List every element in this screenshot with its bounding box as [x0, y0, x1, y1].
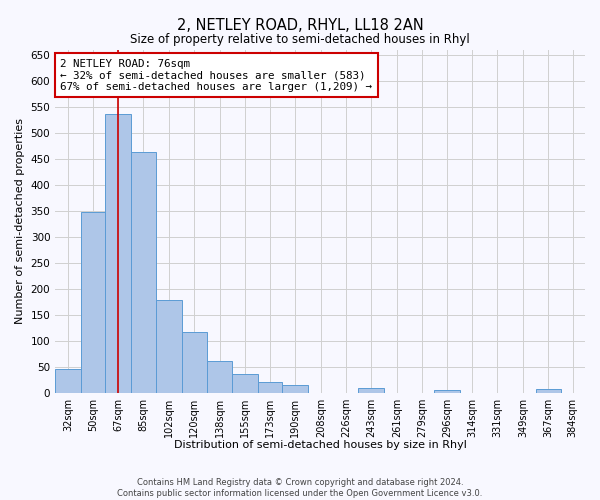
Bar — [55, 369, 81, 393]
Bar — [155, 300, 182, 393]
Bar — [106, 114, 131, 393]
Y-axis label: Number of semi-detached properties: Number of semi-detached properties — [15, 118, 25, 324]
Text: 2, NETLEY ROAD, RHYL, LL18 2AN: 2, NETLEY ROAD, RHYL, LL18 2AN — [176, 18, 424, 32]
Bar — [536, 389, 560, 393]
Text: Size of property relative to semi-detached houses in Rhyl: Size of property relative to semi-detach… — [130, 32, 470, 46]
X-axis label: Distribution of semi-detached houses by size in Rhyl: Distribution of semi-detached houses by … — [173, 440, 467, 450]
Text: Contains HM Land Registry data © Crown copyright and database right 2024.
Contai: Contains HM Land Registry data © Crown c… — [118, 478, 482, 498]
Bar — [81, 212, 106, 393]
Bar — [282, 385, 308, 393]
Bar — [182, 332, 208, 393]
Bar — [131, 152, 155, 393]
Bar — [208, 361, 232, 393]
Bar — [257, 382, 282, 393]
Bar — [232, 374, 257, 393]
Bar — [434, 390, 460, 393]
Bar — [358, 388, 384, 393]
Text: 2 NETLEY ROAD: 76sqm
← 32% of semi-detached houses are smaller (583)
67% of semi: 2 NETLEY ROAD: 76sqm ← 32% of semi-detac… — [61, 58, 373, 92]
